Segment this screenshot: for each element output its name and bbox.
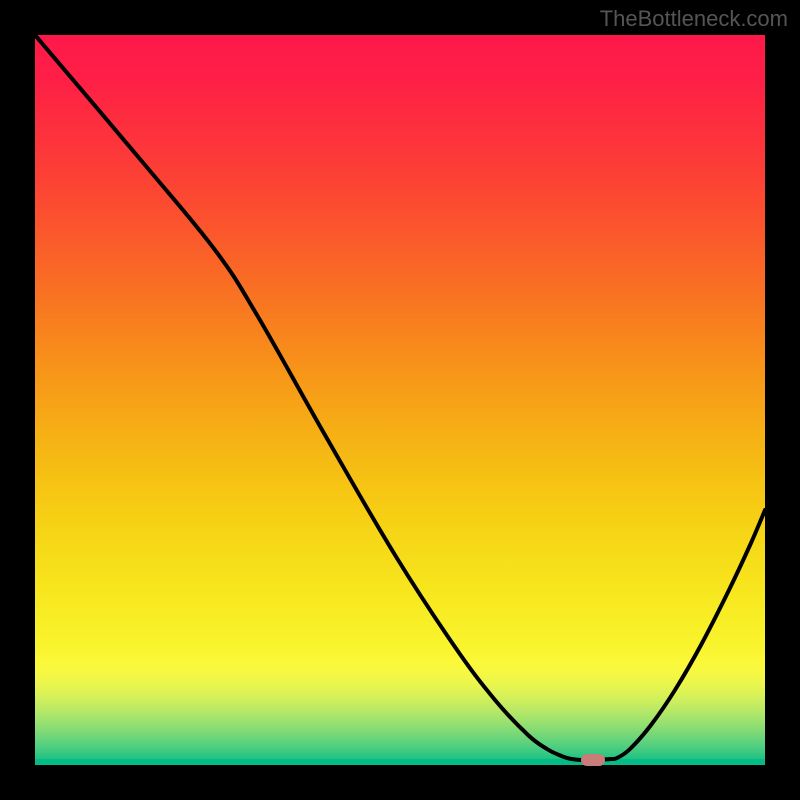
chart-container: { "watermark_text": "TheBottleneck.com",… xyxy=(0,0,800,800)
optimal-marker xyxy=(581,754,605,766)
watermark-text: TheBottleneck.com xyxy=(600,6,788,32)
plot-area xyxy=(35,35,765,765)
bottleneck-curve xyxy=(35,35,765,765)
curve-path xyxy=(35,35,765,760)
